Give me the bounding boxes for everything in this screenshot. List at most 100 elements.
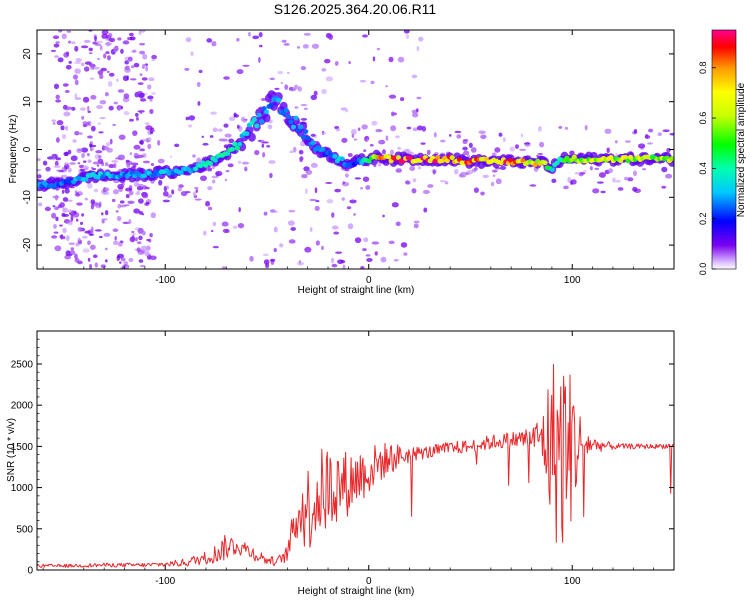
noise-speck (299, 158, 303, 163)
x-tick-label: 0 (366, 275, 372, 286)
noise-speck (363, 149, 367, 153)
noise-speck (129, 36, 136, 41)
noise-speck (411, 74, 418, 79)
noise-speck (280, 81, 284, 85)
noise-speck (403, 30, 410, 34)
noise-speck (82, 124, 88, 128)
noise-speck (103, 232, 111, 237)
noise-speck (344, 108, 349, 113)
noise-speck (67, 209, 73, 213)
noise-speck (123, 261, 129, 265)
noise-speck (117, 106, 122, 110)
noise-speck (98, 201, 102, 208)
noise-speck (346, 206, 352, 210)
noise-speck (288, 239, 296, 244)
ridge-core (237, 141, 243, 147)
noise-speck (647, 142, 653, 145)
noise-speck (171, 189, 175, 195)
noise-speck (79, 221, 84, 226)
spectrogram-y-ticks: -20 -10 0 10 20 (22, 48, 674, 252)
noise-speck (207, 186, 213, 191)
noise-speck (96, 164, 100, 167)
noise-speck (64, 162, 69, 165)
noise-speck (81, 62, 85, 67)
noise-speck (331, 225, 339, 230)
noise-speck (128, 190, 134, 196)
noise-speck (53, 83, 60, 90)
noise-speck (98, 155, 102, 159)
noise-speck (584, 124, 588, 131)
noise-speck (596, 181, 604, 184)
noise-speck (87, 110, 91, 113)
noise-speck (362, 176, 370, 182)
noise-speck (142, 53, 148, 60)
noise-speck (139, 42, 146, 46)
noise-speck (184, 67, 190, 71)
noise-speck (397, 146, 402, 150)
noise-speck (194, 198, 202, 201)
noise-speck (177, 187, 182, 192)
noise-speck (114, 157, 122, 160)
noise-speck (335, 251, 343, 254)
ridge-core (283, 107, 289, 113)
noise-speck (117, 253, 125, 259)
noise-speck (114, 236, 117, 241)
noise-speck (90, 203, 95, 210)
noise-speck (61, 133, 67, 140)
noise-speck (480, 134, 487, 140)
noise-speck (422, 189, 430, 195)
noise-speck (84, 230, 92, 234)
noise-speck (149, 255, 157, 260)
noise-speck (148, 77, 155, 82)
noise-speck (52, 154, 56, 161)
noise-speck (147, 84, 152, 90)
noise-speck (111, 198, 116, 203)
noise-speck (130, 65, 135, 69)
noise-speck (129, 78, 137, 81)
noise-speck (90, 199, 96, 205)
noise-speck (269, 258, 276, 262)
noise-speck (551, 178, 557, 184)
noise-speck (83, 39, 91, 43)
noise-speck (142, 160, 151, 164)
noise-speck (133, 181, 140, 187)
noise-speck (67, 149, 72, 155)
y-tick-label: 2500 (11, 359, 34, 370)
noise-speck (87, 105, 90, 112)
noise-speck (372, 56, 376, 62)
noise-speck (537, 152, 543, 156)
noise-speck (328, 34, 334, 40)
noise-speck (139, 148, 146, 152)
ridge-core (254, 123, 260, 129)
noise-speck (478, 130, 486, 135)
noise-speck (564, 126, 569, 130)
noise-speck (359, 79, 367, 83)
noise-speck (84, 61, 92, 65)
noise-speck (480, 191, 485, 196)
noise-speck (463, 150, 470, 156)
noise-speck (337, 259, 344, 265)
noise-speck (395, 221, 401, 227)
noise-speck (105, 51, 110, 54)
noise-speck (54, 55, 59, 58)
noise-speck (38, 202, 43, 207)
noise-speck (371, 241, 380, 245)
noise-speck (315, 240, 320, 246)
noise-speck (274, 210, 278, 214)
noise-speck (198, 69, 203, 74)
noise-speck (222, 228, 229, 234)
noise-speck (490, 181, 495, 187)
noise-speck (224, 178, 228, 182)
snr-y-ticks: 0 500 1000 1500 2000 2500 (11, 338, 674, 577)
noise-speck (115, 210, 119, 213)
noise-speck (321, 245, 324, 251)
noise-speck (518, 148, 527, 152)
noise-speck (474, 167, 478, 171)
noise-speck (589, 166, 593, 171)
noise-speck (365, 185, 371, 190)
noise-speck (509, 146, 515, 152)
noise-speck (353, 138, 358, 141)
noise-speck (661, 166, 668, 173)
noise-speck (523, 142, 531, 145)
